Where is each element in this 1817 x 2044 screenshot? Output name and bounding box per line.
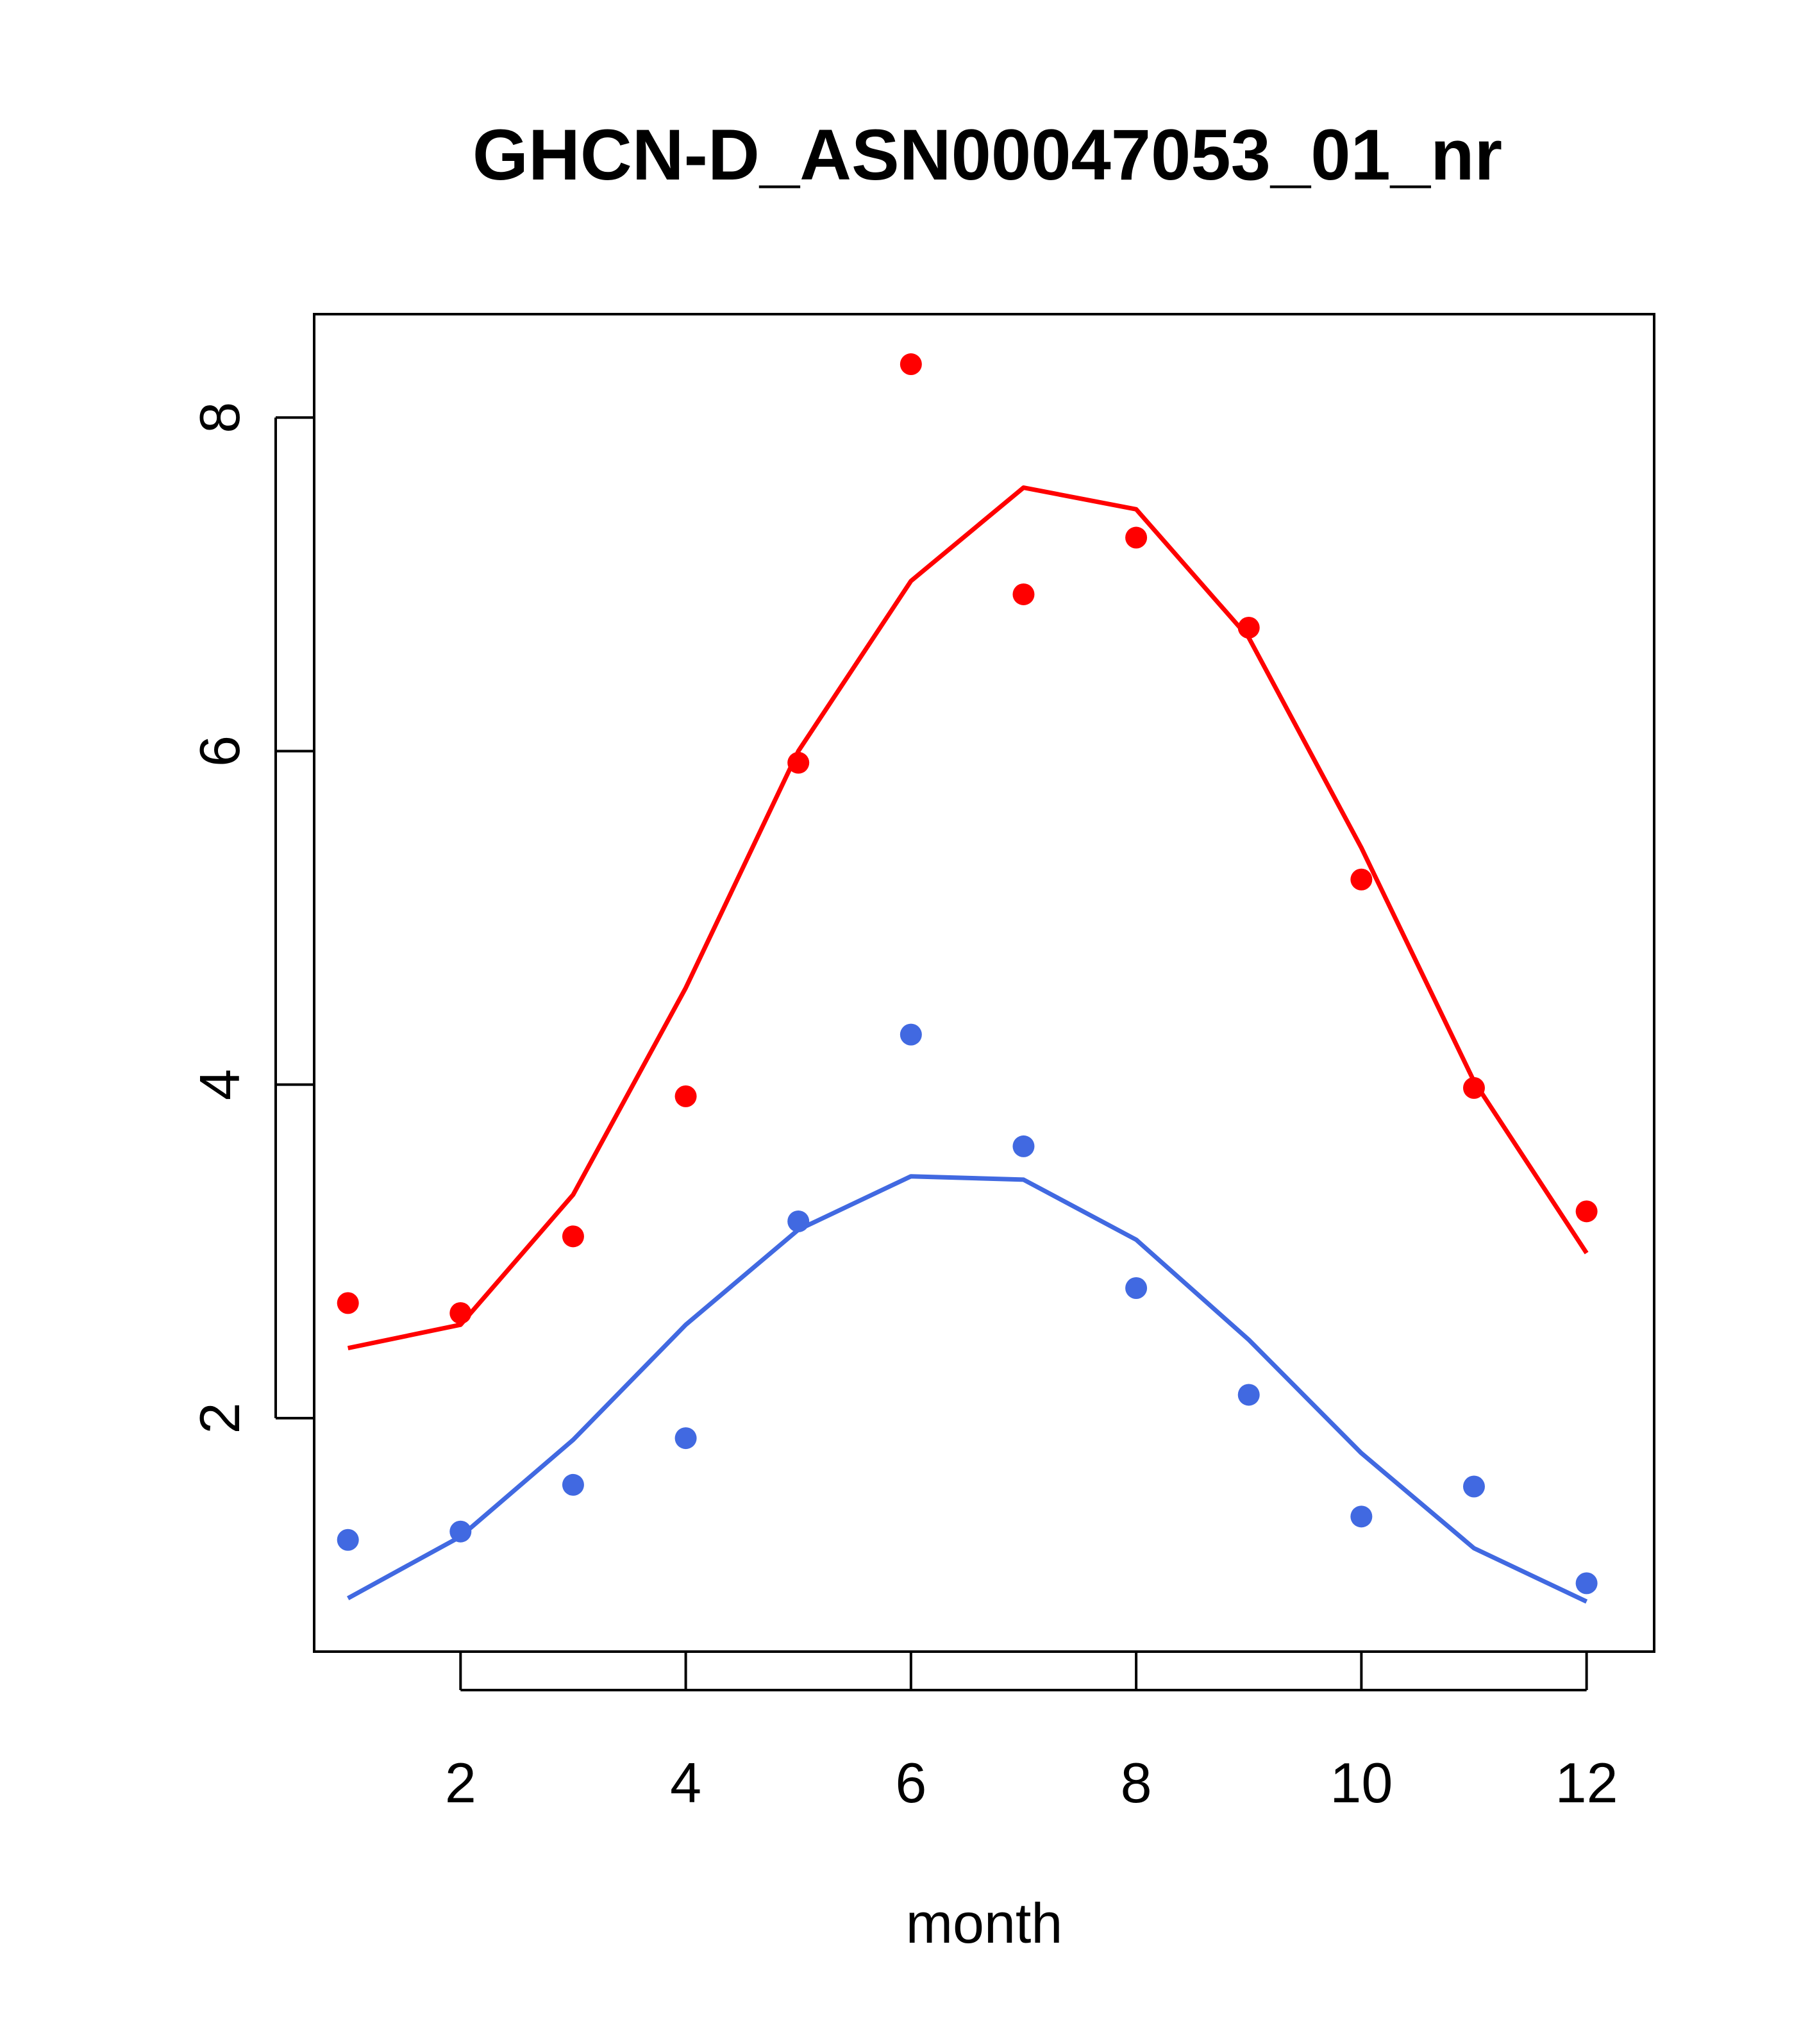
- series-0-point-11: [1462, 1076, 1485, 1099]
- series-0-point-2: [449, 1302, 472, 1324]
- series-0-point-10: [1350, 868, 1373, 891]
- series-1-point-2: [449, 1520, 472, 1543]
- series-1-point-1: [337, 1529, 359, 1551]
- x-tick-label-6: 6: [895, 1751, 926, 1814]
- x-tick-label-2: 2: [445, 1751, 476, 1814]
- x-axis-label: month: [906, 1891, 1063, 1955]
- series-0-line: [347, 485, 1589, 1351]
- series-1-point-5: [787, 1210, 810, 1232]
- series-0-point-5: [787, 751, 810, 774]
- y-tick-label-8: 8: [188, 402, 251, 433]
- series-1-point-3: [562, 1473, 584, 1496]
- chart-title: GHCN-D_ASN00047053_01_nr: [473, 115, 1502, 195]
- series-1-point-11: [1462, 1475, 1485, 1498]
- series-1-point-7: [1012, 1135, 1035, 1157]
- series-0-point-3: [562, 1225, 584, 1248]
- series-layer: [337, 353, 1598, 1604]
- series-1-point-8: [1125, 1277, 1148, 1299]
- series-1-point-6: [900, 1023, 922, 1046]
- series-0-point-1: [337, 1292, 359, 1314]
- x-tick-label-4: 4: [670, 1751, 701, 1814]
- series-1-line: [347, 1174, 1588, 1604]
- series-0-point-6: [900, 353, 922, 376]
- series-0-point-9: [1237, 616, 1260, 639]
- x-tick-label-10: 10: [1330, 1751, 1393, 1814]
- y-axis: 2 4 6 8: [188, 402, 314, 1434]
- series-0-point-4: [674, 1085, 697, 1107]
- series-1-point-4: [674, 1427, 697, 1450]
- series-1-point-10: [1350, 1505, 1373, 1528]
- y-tick-label-2: 2: [188, 1402, 251, 1434]
- series-1-point-9: [1237, 1384, 1260, 1406]
- series-1-point-12: [1575, 1572, 1598, 1595]
- x-axis: 2 4 6 8 10 12: [445, 1652, 1618, 1814]
- x-tick-label-12: 12: [1555, 1751, 1618, 1814]
- x-tick-label-8: 8: [1121, 1751, 1152, 1814]
- series-0-point-7: [1012, 583, 1035, 605]
- series-0-point-12: [1575, 1200, 1598, 1223]
- y-tick-label-6: 6: [188, 735, 251, 767]
- plot-box: [313, 313, 1655, 1653]
- series-0-point-8: [1125, 526, 1148, 549]
- y-tick-label-4: 4: [188, 1069, 251, 1100]
